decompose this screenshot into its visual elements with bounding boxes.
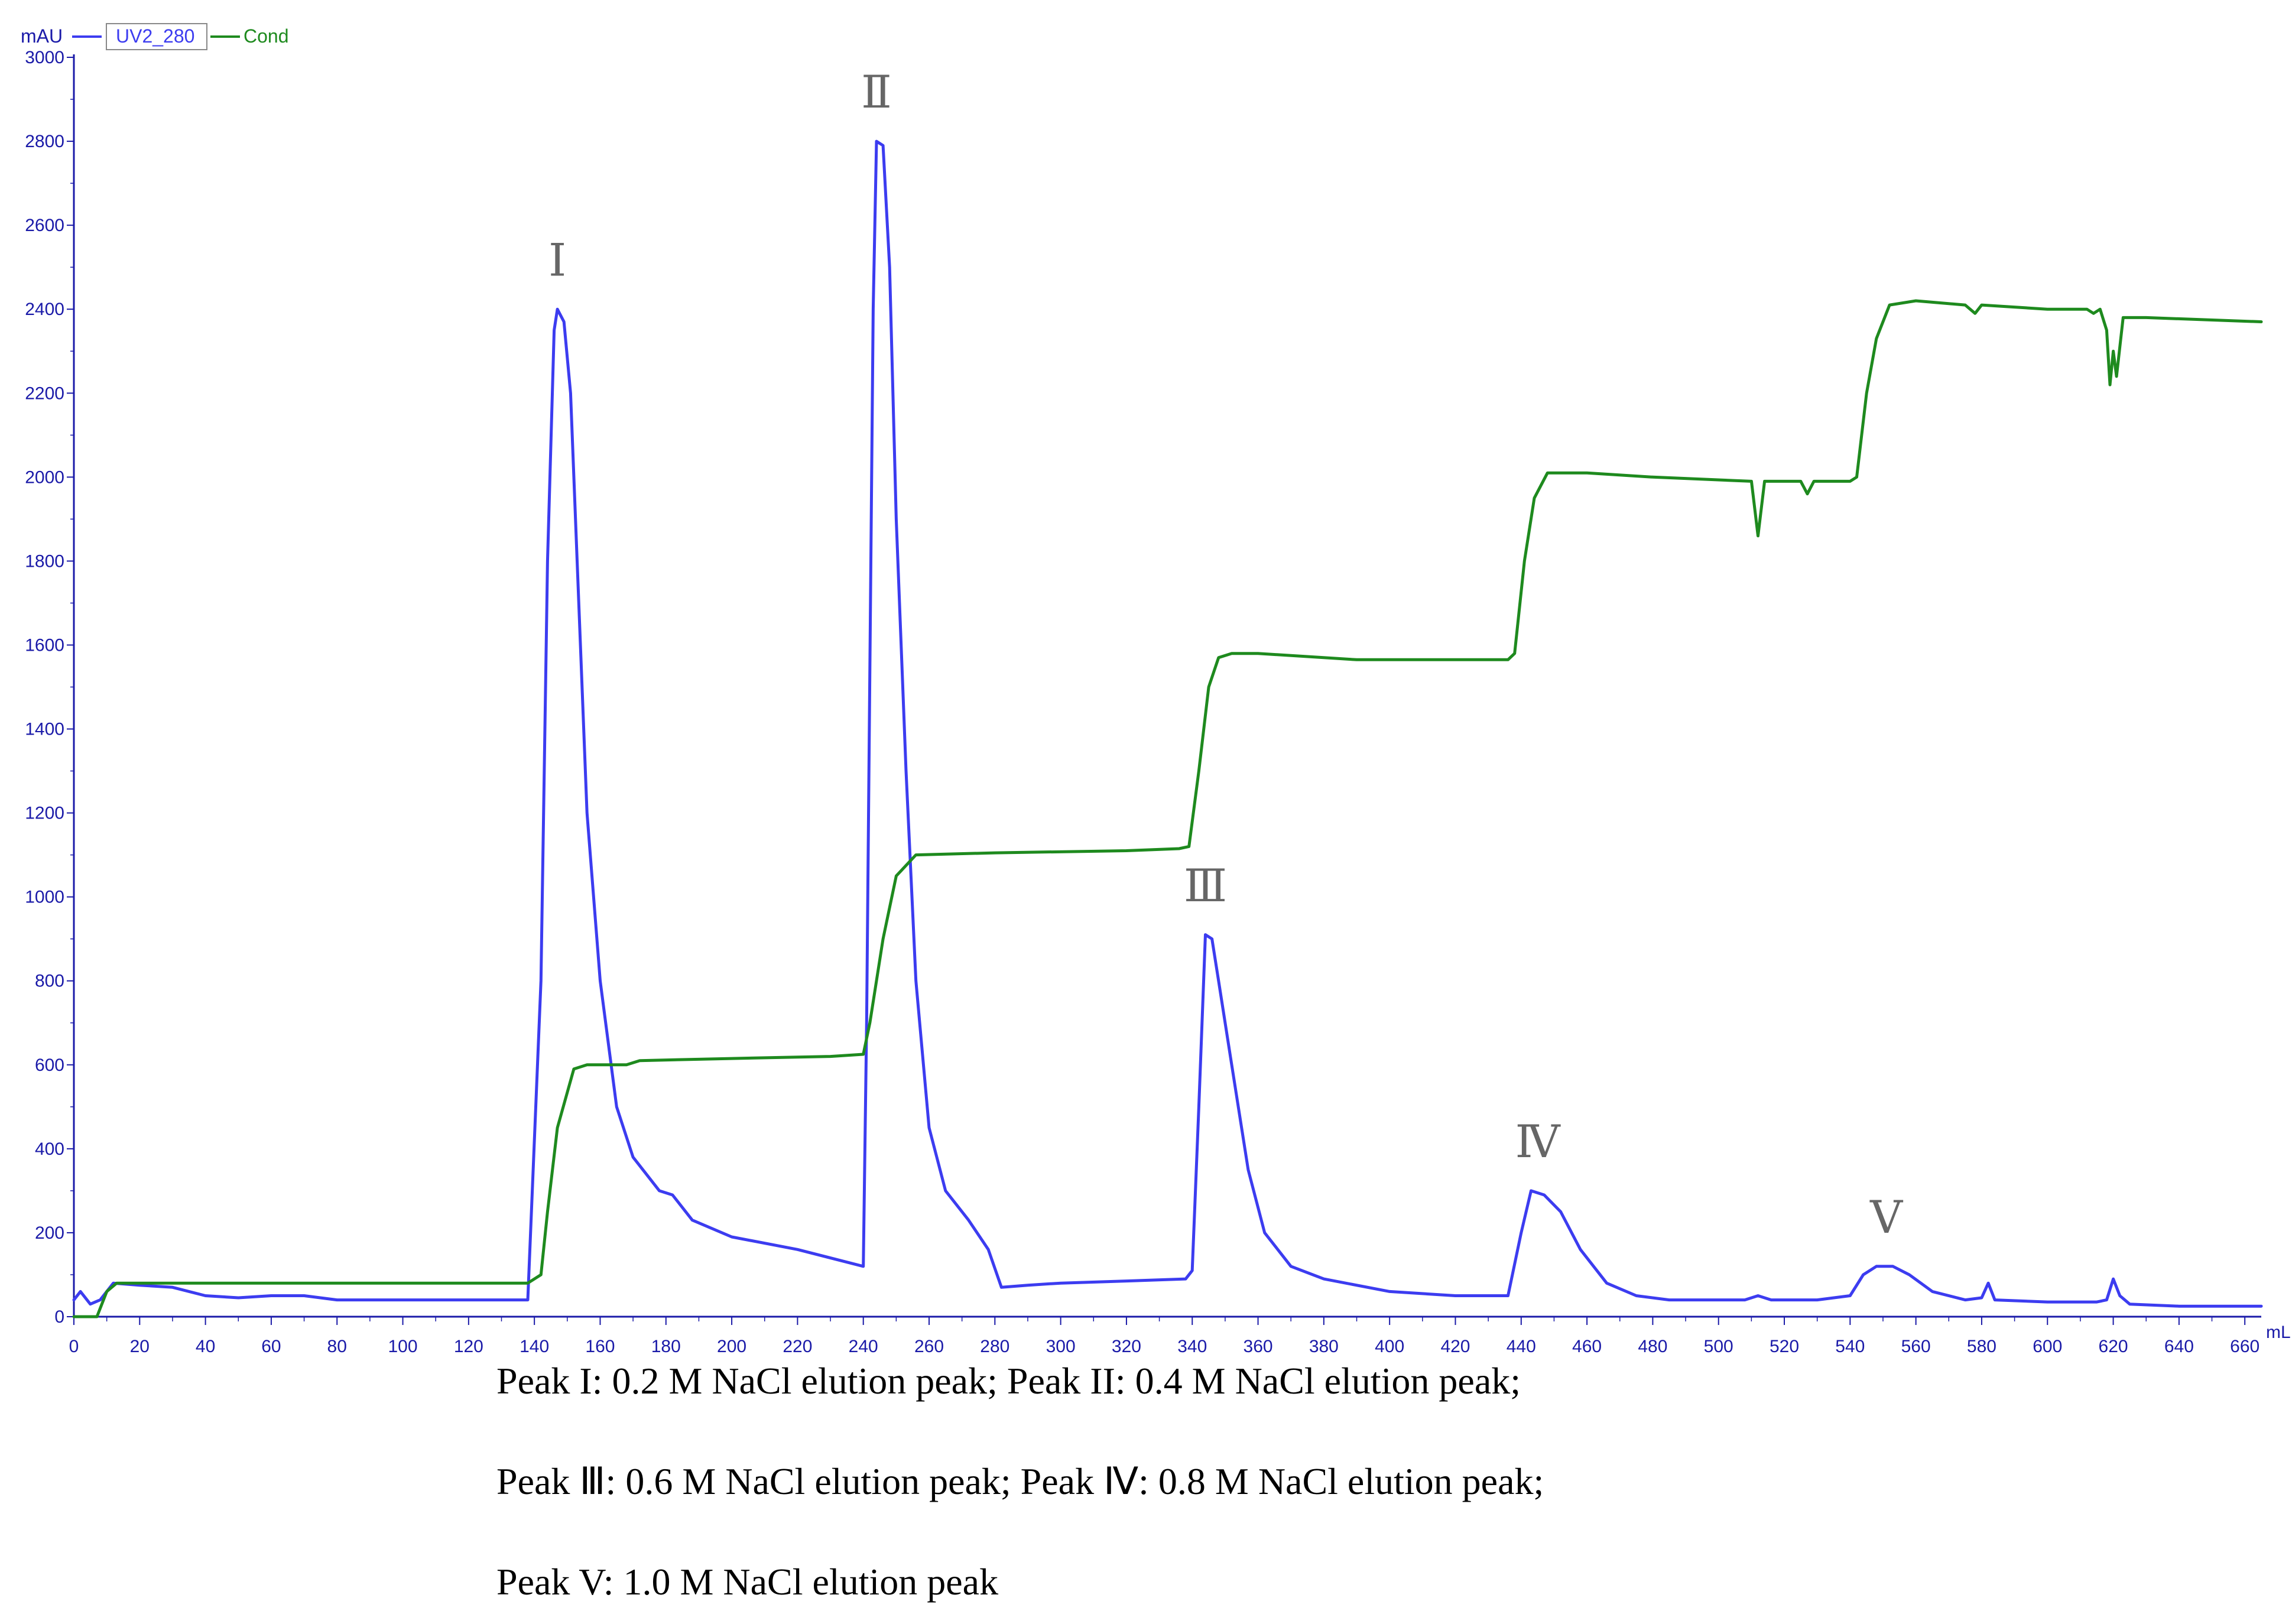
x-tick-label: 420 [1440, 1337, 1470, 1356]
x-tick-label: 160 [585, 1337, 615, 1356]
caption-line-1: Peak I: 0.2 M NaCl elution peak; Peak II… [496, 1360, 1521, 1402]
x-tick-label: 280 [980, 1337, 1009, 1356]
y-tick-label: 2400 [25, 300, 64, 319]
series-line-cond [72, 299, 2263, 1318]
x-tick-label: 560 [1901, 1337, 1931, 1356]
y-tick-label: 800 [35, 972, 64, 991]
x-tick-label: 320 [1112, 1337, 1141, 1356]
x-tick-label: 20 [130, 1337, 150, 1356]
y-tick-label: 2000 [25, 467, 64, 487]
x-tick-label: 620 [2099, 1337, 2128, 1356]
y-tick-label: 1800 [25, 551, 64, 571]
peak-label-5: Ⅴ [1869, 1191, 1903, 1243]
y-tick-label: 1600 [25, 635, 64, 655]
y-tick-label: 200 [35, 1223, 64, 1243]
x-tick-label: 460 [1572, 1337, 1602, 1356]
peak-label-1: Ⅰ [548, 233, 566, 286]
peak-label-2: Ⅱ [861, 66, 892, 118]
x-tick-label: 540 [1835, 1337, 1865, 1356]
peak-label-4: Ⅳ [1515, 1115, 1561, 1168]
x-tick-label: 80 [327, 1337, 347, 1356]
x-tick-label: 240 [849, 1337, 878, 1356]
x-tick-label: 440 [1507, 1337, 1536, 1356]
y-tick-label: 1400 [25, 720, 64, 739]
series-line-uv2-280 [72, 139, 2263, 1308]
chart-axes: 0200400600800100012001400160018002000220… [25, 48, 2290, 1356]
x-tick-label: 140 [520, 1337, 549, 1356]
y-tick-label: 0 [54, 1307, 64, 1327]
x-tick-label: 480 [1638, 1337, 1667, 1356]
y-tick-label: 600 [35, 1055, 64, 1075]
legend-uv-label: UV2_280 [116, 25, 194, 47]
legend-cond-label: Cond [244, 25, 289, 47]
x-tick-label: 380 [1309, 1337, 1339, 1356]
x-tick-label: 180 [651, 1337, 681, 1356]
y-tick-label: 1200 [25, 804, 64, 823]
x-tick-label: 40 [196, 1337, 215, 1356]
x-tick-label: 60 [261, 1337, 281, 1356]
y-tick-label: 2200 [25, 384, 64, 403]
peak-labels: Ⅰ Ⅱ Ⅲ Ⅳ Ⅴ [548, 66, 1903, 1243]
x-tick-label: 120 [454, 1337, 483, 1356]
x-tick-label: 600 [2033, 1337, 2062, 1356]
x-tick-label: 200 [717, 1337, 746, 1356]
caption-line-2: Peak Ⅲ: 0.6 M NaCl elution peak; Peak Ⅳ:… [496, 1460, 1544, 1502]
x-tick-label: 340 [1177, 1337, 1207, 1356]
y-tick-label: 2800 [25, 132, 64, 151]
chromatogram-chart: 0200400600800100012001400160018002000220… [21, 23, 2291, 1356]
y-tick-label: 2600 [25, 216, 64, 235]
y-axis-unit-label: mAU [21, 25, 63, 47]
x-tick-label: 360 [1244, 1337, 1273, 1356]
x-tick-label: 580 [1967, 1337, 1996, 1356]
x-tick-label: 220 [783, 1337, 812, 1356]
caption-line-3: Peak V: 1.0 M NaCl elution peak [496, 1561, 999, 1603]
x-tick-label: 0 [69, 1337, 79, 1356]
x-tick-label: 520 [1770, 1337, 1799, 1356]
y-tick-label: 3000 [25, 48, 64, 67]
x-tick-label: 260 [914, 1337, 944, 1356]
x-tick-label: 500 [1704, 1337, 1733, 1356]
x-tick-label: 400 [1375, 1337, 1404, 1356]
chart-series [72, 139, 2263, 1318]
peak-label-3: Ⅲ [1184, 859, 1227, 912]
x-tick-label: 640 [2164, 1337, 2194, 1356]
y-tick-label: 400 [35, 1139, 64, 1159]
chart-legend: mAU UV2_280 Cond [21, 23, 289, 50]
legend-uv-box [106, 23, 207, 50]
x-tick-label: 300 [1046, 1337, 1076, 1356]
x-tick-label: 100 [388, 1337, 418, 1356]
y-tick-label: 1000 [25, 888, 64, 907]
x-axis-unit-label: mL [2266, 1323, 2291, 1342]
x-tick-label: 660 [2230, 1337, 2259, 1356]
